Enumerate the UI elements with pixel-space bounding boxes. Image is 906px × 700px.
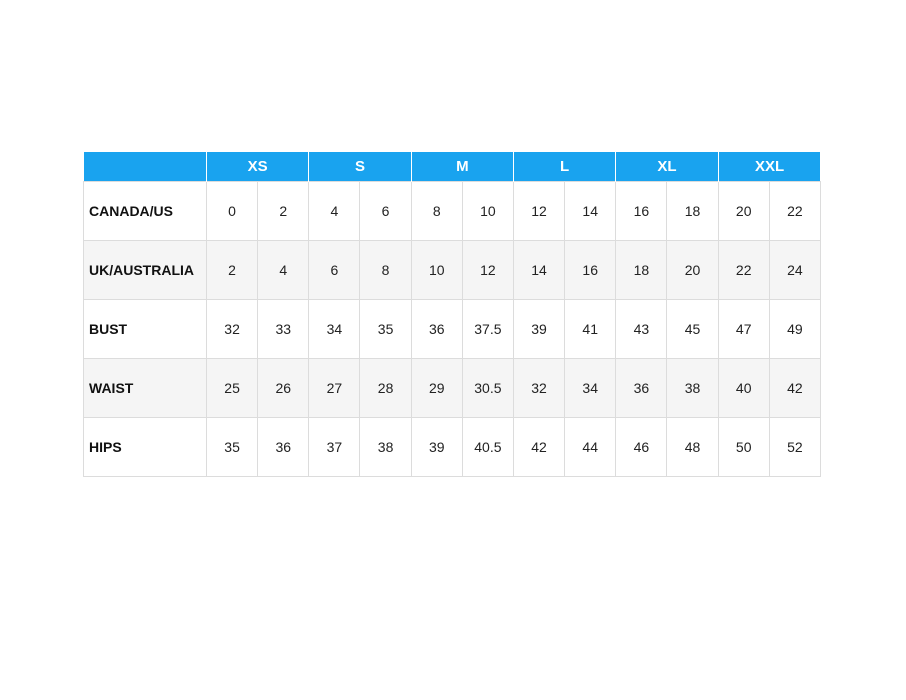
size-value: 6 [359, 181, 412, 241]
size-row: UK/AUSTRALIA 2 4 6 8 10 12 14 16 18 20 22 24 [83, 240, 821, 300]
size-value: 10 [461, 181, 514, 241]
row-label: BUST [83, 299, 207, 359]
size-value: 34 [308, 299, 361, 359]
size-value: 39 [512, 299, 566, 359]
size-value: 37 [308, 417, 361, 477]
size-value: 10 [410, 240, 463, 300]
size-value: 8 [410, 181, 463, 241]
size-value: 48 [666, 417, 719, 477]
size-value: 35 [359, 299, 412, 359]
size-value: 28 [359, 358, 412, 418]
size-header: L [513, 152, 617, 182]
size-row: HIPS 35 36 37 38 39 40.5 42 44 46 48 50 52 [83, 417, 821, 477]
size-value: 36 [257, 417, 310, 477]
size-value: 18 [615, 240, 668, 300]
size-value: 27 [308, 358, 361, 418]
size-value: 20 [666, 240, 719, 300]
size-value: 47 [717, 299, 770, 359]
size-value: 14 [564, 181, 617, 241]
size-value: 0 [205, 181, 259, 241]
size-header: XS [206, 152, 310, 182]
size-value: 12 [461, 240, 514, 300]
size-value: 33 [257, 299, 310, 359]
size-header: S [308, 152, 412, 182]
size-chart: XS S M L XL XXL CANADA/US 0 2 4 6 8 10 12 14 16 18 20 22 U… [83, 152, 821, 477]
size-value: 22 [768, 181, 821, 241]
size-value: 2 [205, 240, 259, 300]
size-value: 14 [512, 240, 566, 300]
size-value: 40.5 [461, 417, 514, 477]
size-value: 36 [410, 299, 463, 359]
size-value: 20 [717, 181, 770, 241]
size-value: 34 [564, 358, 617, 418]
size-value: 52 [768, 417, 821, 477]
row-label: UK/AUSTRALIA [83, 240, 207, 300]
size-value: 37.5 [461, 299, 514, 359]
size-value: 42 [768, 358, 821, 418]
size-value: 12 [512, 181, 566, 241]
size-value: 41 [564, 299, 617, 359]
size-header: M [411, 152, 514, 182]
size-value: 35 [205, 417, 259, 477]
size-value: 32 [205, 299, 259, 359]
size-value: 22 [717, 240, 770, 300]
size-value: 43 [615, 299, 668, 359]
size-value: 26 [257, 358, 310, 418]
size-value: 49 [768, 299, 821, 359]
size-value: 32 [512, 358, 566, 418]
size-value: 46 [615, 417, 668, 477]
size-value: 4 [308, 181, 361, 241]
size-value: 16 [615, 181, 668, 241]
size-value: 2 [257, 181, 310, 241]
size-value: 16 [564, 240, 617, 300]
size-value: 50 [717, 417, 770, 477]
size-value: 4 [257, 240, 310, 300]
size-value: 25 [205, 358, 259, 418]
size-header: XL [615, 152, 719, 182]
size-header: XXL [718, 152, 821, 182]
size-value: 38 [359, 417, 412, 477]
size-value: 6 [308, 240, 361, 300]
row-label: HIPS [83, 417, 207, 477]
header-row: XS S M L XL XXL [83, 152, 821, 182]
size-value: 8 [359, 240, 412, 300]
size-row: CANADA/US 0 2 4 6 8 10 12 14 16 18 20 22 [83, 181, 821, 241]
size-value: 30.5 [461, 358, 514, 418]
size-row: BUST 32 33 34 35 36 37.5 39 41 43 45 47 49 [83, 299, 821, 359]
size-value: 36 [615, 358, 668, 418]
size-value: 39 [410, 417, 463, 477]
size-value: 42 [512, 417, 566, 477]
size-value: 24 [768, 240, 821, 300]
size-value: 44 [564, 417, 617, 477]
size-value: 40 [717, 358, 770, 418]
size-row: WAIST 25 26 27 28 29 30.5 32 34 36 38 40 42 [83, 358, 821, 418]
size-value: 18 [666, 181, 719, 241]
size-value: 29 [410, 358, 463, 418]
row-label: WAIST [83, 358, 207, 418]
size-value: 38 [666, 358, 719, 418]
header-corner [83, 152, 207, 182]
row-label: CANADA/US [83, 181, 207, 241]
size-value: 45 [666, 299, 719, 359]
